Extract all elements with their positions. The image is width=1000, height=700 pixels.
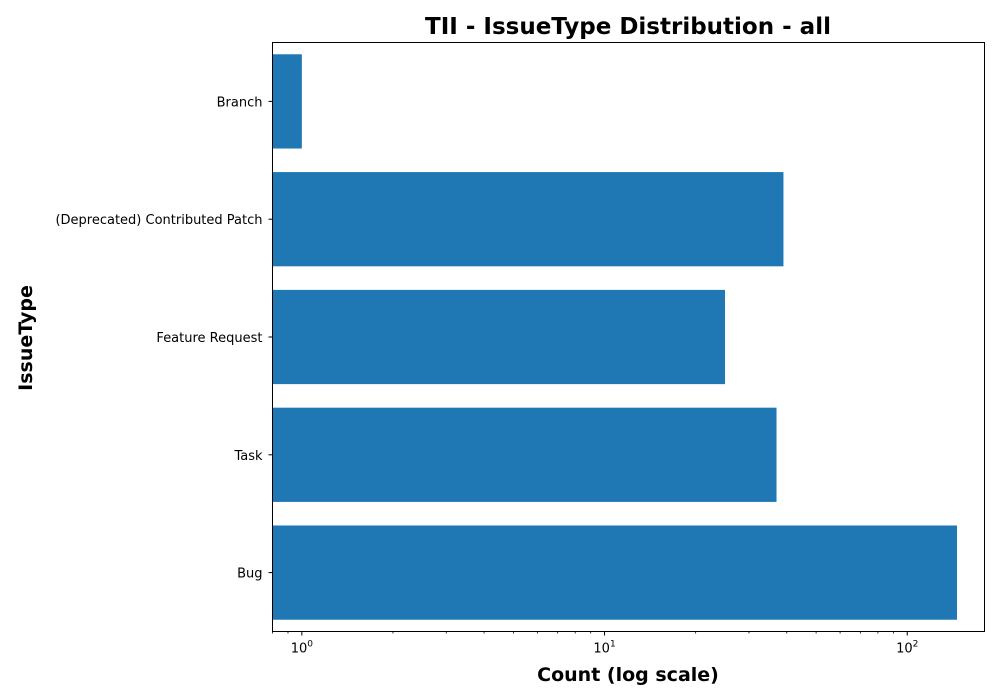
x-tick-label-1: 100	[291, 640, 314, 657]
bar-task	[272, 407, 777, 502]
bar-branch	[272, 54, 302, 149]
y-tick-label-task: Task	[233, 449, 263, 464]
x-tick-label-10: 101	[593, 640, 615, 657]
bar-deprecated-contributed-patch	[272, 172, 784, 267]
bars	[272, 54, 957, 620]
x-axis-ticks: 100 101 102	[272, 631, 918, 657]
y-tick-label-feature-request: Feature Request	[156, 331, 262, 346]
x-axis-label: Count (log scale)	[537, 664, 719, 686]
x-tick-label-100: 102	[896, 640, 918, 657]
y-tick-label-deprecated-contributed-patch: (Deprecated) Contributed Patch	[55, 213, 262, 228]
y-axis-label: IssueType	[15, 285, 37, 391]
bar-bug	[272, 525, 957, 620]
chart-title: TII - IssueType Distribution - all	[425, 14, 831, 40]
y-tick-label-branch: Branch	[217, 95, 263, 110]
y-axis-ticks: Branch (Deprecated) Contributed Patch Feat…	[55, 95, 273, 582]
y-tick-label-bug: Bug	[237, 567, 262, 582]
bar-feature-request	[272, 289, 725, 385]
